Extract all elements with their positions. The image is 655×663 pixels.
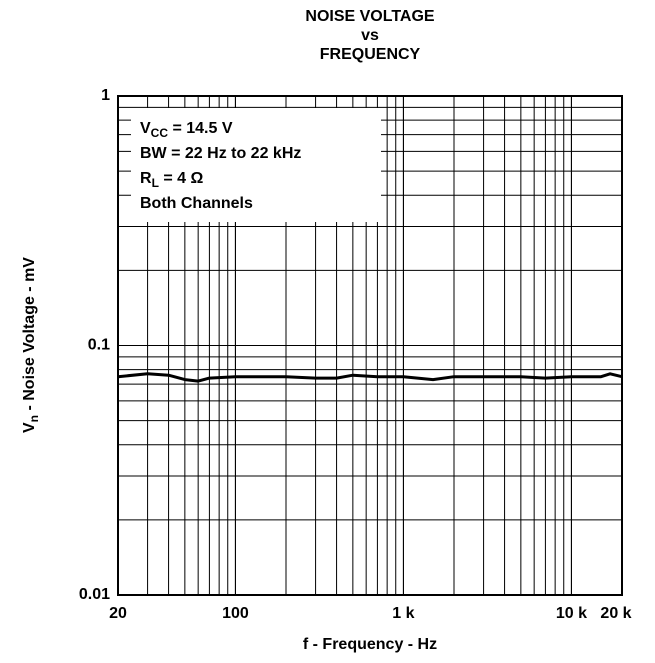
y-axis-label-part: V xyxy=(21,422,38,433)
x-tick-label: 100 xyxy=(222,605,249,622)
annotation-part: Both Channels xyxy=(140,195,253,212)
annotation-part: R xyxy=(140,170,152,187)
annotation-part: L xyxy=(152,176,159,190)
annotation: VCC = 14.5 V xyxy=(140,120,233,140)
x-axis-label: f - Frequency - Hz xyxy=(303,636,437,653)
chart-title: NOISE VOLTAGE xyxy=(305,8,435,25)
y-tick-label: 1 xyxy=(101,87,110,104)
x-tick-label: 1 k xyxy=(392,605,414,622)
annotation-part: CC xyxy=(151,126,169,140)
x-tick-label: 20 xyxy=(109,605,127,622)
y-tick-label: 0.01 xyxy=(79,586,110,603)
chart-title: FREQUENCY xyxy=(320,46,421,63)
y-axis-label-part: n xyxy=(27,415,41,422)
y-tick-label: 0.1 xyxy=(88,337,110,354)
annotation-box xyxy=(131,108,381,222)
x-tick-label: 10 k xyxy=(556,605,587,622)
annotation-part: BW = 22 Hz to 22 kHz xyxy=(140,145,301,162)
x-tick-label: 20 k xyxy=(600,605,631,622)
annotation: Both Channels xyxy=(140,195,253,212)
y-axis-label-part: - Noise Voltage - mV xyxy=(21,257,38,415)
annotation: BW = 22 Hz to 22 kHz xyxy=(140,145,301,162)
annotation-part: = 14.5 V xyxy=(168,120,233,137)
y-axis-label: Vn - Noise Voltage - mV xyxy=(21,257,41,433)
data-line xyxy=(117,372,623,383)
annotation-part: = 4 Ω xyxy=(159,170,204,187)
chart-title: vs xyxy=(361,27,379,44)
annotation: RL = 4 Ω xyxy=(140,170,203,190)
annotation-part: V xyxy=(140,120,151,137)
plot-frame xyxy=(117,95,623,596)
